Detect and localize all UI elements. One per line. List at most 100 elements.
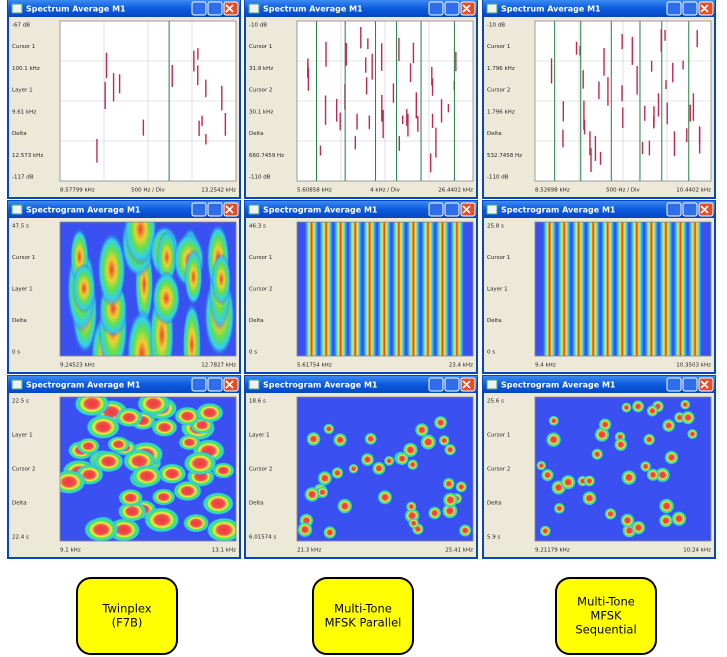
axis-label: Delta [12, 131, 27, 137]
tone-blob [364, 433, 377, 446]
axis-label: 46.3 s [249, 224, 266, 230]
close-button[interactable] [461, 378, 475, 391]
tone-blob [183, 451, 217, 475]
axis-label: 5.9 s [487, 535, 500, 541]
plot [297, 21, 473, 181]
close-button[interactable] [699, 378, 713, 391]
smear [212, 253, 231, 305]
min-button[interactable] [667, 2, 681, 15]
stripe [363, 222, 376, 356]
axis-label: 5.60858 kHz [297, 188, 332, 194]
window-title: Spectrogram Average M1 [501, 381, 616, 390]
axis-label: -10 dB [249, 23, 267, 29]
tone-blob [554, 503, 565, 514]
max-button[interactable] [445, 378, 459, 391]
smear [72, 263, 95, 313]
axis-label: Cursor 2 [487, 88, 510, 94]
max-button[interactable] [683, 378, 697, 391]
axis-label: 30.1 kHz [249, 109, 273, 115]
stripe [436, 222, 449, 356]
close-button[interactable] [699, 2, 713, 15]
axis-label: 10.4402 kHz [676, 188, 711, 194]
axis-label: 6.01574 s [249, 535, 276, 541]
axis-label: Delta [249, 131, 264, 137]
axis-label: 13.2542 kHz [201, 188, 236, 194]
max-button[interactable] [683, 2, 697, 15]
min-button[interactable] [667, 378, 681, 391]
tone-blob [384, 456, 395, 467]
plot [535, 21, 711, 181]
axis-label: Cursor 1 [487, 255, 510, 261]
window-title: Spectrum Average M1 [501, 5, 601, 14]
axis-label: Cursor 1 [487, 44, 510, 50]
max-button[interactable] [208, 203, 222, 216]
axis-label: 500 Hz / Div [606, 188, 640, 194]
window: Spectrogram Average M125.6 sCursor 1Curs… [483, 376, 715, 558]
caption: Twinplex(F7B) [77, 578, 177, 654]
max-button[interactable] [208, 378, 222, 391]
axis-label: 26.4402 kHz [438, 188, 473, 194]
min-button[interactable] [429, 2, 443, 15]
close-button[interactable] [224, 2, 238, 15]
tone-blob [173, 481, 202, 502]
min-button[interactable] [429, 378, 443, 391]
stripe [543, 222, 556, 356]
axis-label: Layer 1 [249, 433, 270, 439]
axis-label: 21.3 kHz [297, 548, 321, 554]
tone-blob [632, 400, 645, 413]
min-button[interactable] [192, 378, 206, 391]
tone-blob [444, 444, 456, 456]
stripe [407, 222, 420, 356]
axis-label: -117 dB [12, 175, 34, 181]
axis-label: Cursor 2 [487, 467, 510, 473]
axis-label: 22.5 s [12, 399, 29, 405]
max-button[interactable] [208, 2, 222, 15]
close-button[interactable] [224, 203, 238, 216]
tone-blob [536, 461, 546, 471]
tone-blob [591, 448, 603, 460]
axis-label: 25.6 s [487, 399, 504, 405]
smear [152, 271, 181, 325]
stripe [688, 222, 701, 356]
stripe [630, 222, 643, 356]
close-button[interactable] [699, 203, 713, 216]
stripe [421, 222, 434, 356]
axis-label: 23.4 kHz [449, 363, 473, 369]
axis-label: Delta [12, 318, 27, 324]
tone-blob [584, 475, 596, 487]
caption-text: MFSK Parallel [325, 616, 402, 630]
axis-label: 5.61754 kHz [297, 363, 332, 369]
close-button[interactable] [461, 203, 475, 216]
window-title: Spectrum Average M1 [263, 5, 363, 14]
min-button[interactable] [429, 203, 443, 216]
max-button[interactable] [683, 203, 697, 216]
min-button[interactable] [192, 2, 206, 15]
axis-label: Cursor 1 [249, 44, 272, 50]
plot [297, 397, 473, 541]
axis-label: Delta [487, 131, 502, 137]
axis-label: Layer 1 [12, 433, 33, 439]
caption-text: Multi-Tone [577, 595, 635, 609]
smear [184, 249, 202, 306]
min-button[interactable] [192, 203, 206, 216]
tone-blob [540, 525, 551, 536]
close-button[interactable] [224, 378, 238, 391]
axis-label: 31.9 kHz [249, 66, 273, 72]
max-button[interactable] [445, 2, 459, 15]
tone-blob [131, 465, 162, 487]
max-button[interactable] [445, 203, 459, 216]
axis-label: 0 s [249, 350, 257, 356]
min-button[interactable] [667, 203, 681, 216]
tone-blob [407, 459, 418, 470]
tone-blob [151, 418, 178, 437]
tone-blob [599, 418, 612, 431]
window-icon [12, 380, 22, 389]
caption-text: (F7B) [112, 616, 143, 630]
stripe [305, 222, 318, 356]
close-button[interactable] [461, 2, 475, 15]
axis-label: 4 kHz / Div [370, 188, 401, 194]
tone-blob [323, 526, 336, 539]
tone-blob [428, 506, 441, 519]
axis-label: Delta [12, 501, 27, 507]
